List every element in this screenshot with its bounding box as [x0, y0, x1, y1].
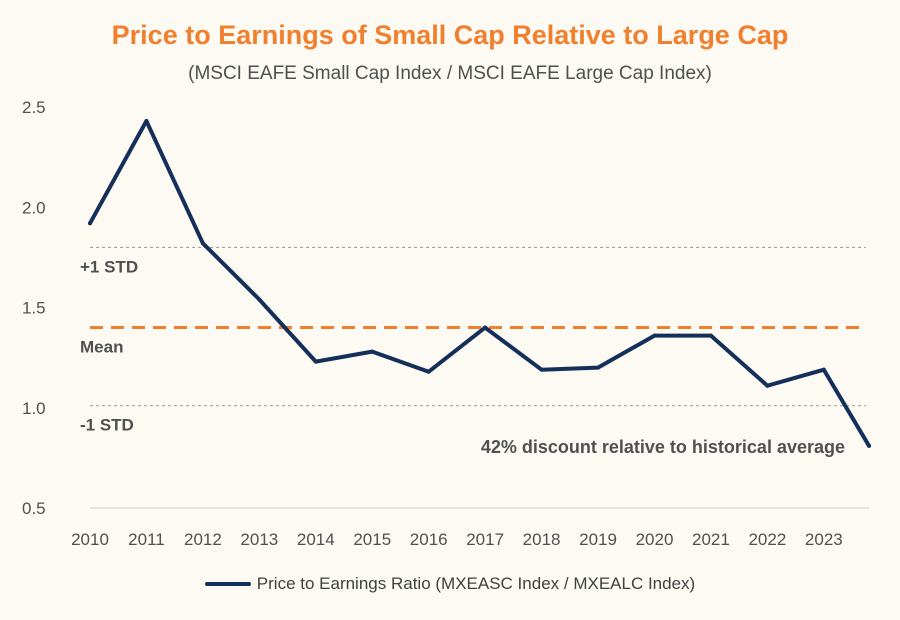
data-point — [708, 333, 713, 338]
x-tick-label: 2017 — [466, 530, 504, 549]
x-tick-label: 2021 — [692, 530, 730, 549]
data-point — [539, 367, 544, 372]
y-tick-label: 2.0 — [22, 198, 46, 217]
legend-swatch — [204, 582, 251, 586]
data-point — [370, 349, 375, 354]
x-tick-label: 2022 — [748, 530, 786, 549]
data-point — [313, 359, 318, 364]
series-line — [88, 119, 871, 448]
legend-label: Price to Earnings Ratio (MXEASC Index / … — [256, 574, 696, 593]
std-label: -1 STD — [80, 416, 134, 435]
data-point — [652, 333, 657, 338]
legend: Price to Earnings Ratio (MXEASC Index / … — [0, 574, 900, 594]
x-tick-label: 2020 — [636, 530, 674, 549]
data-point — [483, 325, 488, 330]
x-tick-label: 2016 — [410, 530, 448, 549]
data-point — [867, 443, 871, 448]
data-point — [144, 119, 149, 124]
chart-subtitle: (MSCI EAFE Small Cap Index / MSCI EAFE L… — [188, 63, 712, 84]
std-label: +1 STD — [80, 257, 138, 276]
x-tick-label: 2014 — [297, 530, 335, 549]
data-point — [88, 221, 92, 226]
x-tick-label: 2015 — [353, 530, 391, 549]
y-tick-label: 1.0 — [22, 399, 46, 418]
mean-label: Mean — [80, 338, 123, 357]
x-tick-label: 2011 — [128, 530, 165, 549]
y-tick-label: 1.5 — [22, 299, 46, 318]
data-point — [257, 297, 262, 302]
x-tick-label: 2012 — [184, 530, 222, 549]
x-tick-label: 2018 — [523, 530, 561, 549]
data-point — [426, 369, 431, 374]
y-tick-label: 0.5 — [22, 499, 46, 518]
x-tick-label: 2023 — [805, 530, 843, 549]
chart-title: Price to Earnings of Small Cap Relative … — [111, 20, 789, 50]
data-point — [200, 241, 205, 246]
x-tick-label: 2013 — [240, 530, 278, 549]
y-tick-label: 2.5 — [22, 98, 46, 117]
discount-annotation: 42% discount relative to historical aver… — [481, 437, 845, 457]
x-tick-label: 2010 — [71, 530, 109, 549]
data-point — [596, 365, 601, 370]
data-point — [765, 383, 770, 388]
x-tick-label: 2019 — [579, 530, 617, 549]
data-point — [821, 367, 826, 372]
